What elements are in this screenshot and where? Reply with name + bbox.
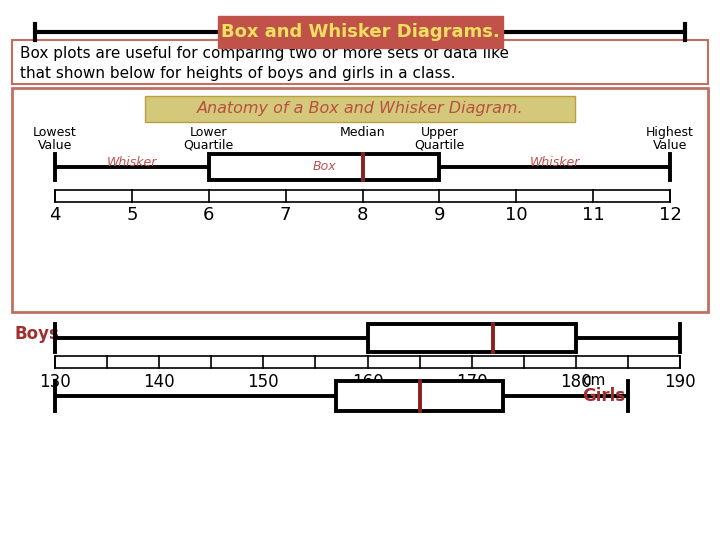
Bar [12, 40, 708, 84]
Text: Quartile: Quartile [414, 139, 464, 152]
Text: that shown below for heights of boys and girls in a class.: that shown below for heights of boys and… [20, 66, 456, 81]
Text: Boys: Boys [15, 325, 60, 343]
Text: Box plots are useful for comparing two or more sets of data like: Box plots are useful for comparing two o… [20, 46, 509, 61]
Bar [12, 88, 708, 312]
Text: 4: 4 [49, 206, 60, 224]
Text: 12: 12 [659, 206, 681, 224]
Text: Highest: Highest [646, 126, 694, 139]
Text: 170: 170 [456, 373, 487, 391]
Bar [217, 16, 503, 48]
Text: 7: 7 [280, 206, 292, 224]
Text: 160: 160 [351, 373, 383, 391]
Text: Quartile: Quartile [184, 139, 234, 152]
Bar [145, 96, 575, 122]
Text: Value: Value [653, 139, 687, 152]
Bar [209, 154, 439, 180]
Text: Upper: Upper [420, 126, 458, 139]
Text: Box and Whisker Diagrams.: Box and Whisker Diagrams. [220, 23, 500, 41]
Text: Lowest: Lowest [33, 126, 77, 139]
Text: 140: 140 [143, 373, 175, 391]
Text: 150: 150 [248, 373, 279, 391]
Text: 180: 180 [560, 373, 592, 391]
Text: Value: Value [38, 139, 72, 152]
Text: 8: 8 [357, 206, 368, 224]
Text: Anatomy of a Box and Whisker Diagram.: Anatomy of a Box and Whisker Diagram. [197, 102, 523, 117]
Bar [367, 324, 576, 352]
Text: Lower: Lower [190, 126, 228, 139]
Text: 11: 11 [582, 206, 605, 224]
Text: 9: 9 [433, 206, 445, 224]
Bar [55, 190, 670, 202]
Text: Whisker: Whisker [529, 157, 580, 170]
Text: 6: 6 [203, 206, 215, 224]
Text: 10: 10 [505, 206, 528, 224]
Text: Girls: Girls [582, 387, 625, 405]
Text: 130: 130 [39, 373, 71, 391]
Bar [336, 381, 503, 411]
Text: Box: Box [312, 160, 336, 173]
Text: 5: 5 [126, 206, 138, 224]
Text: 190: 190 [664, 373, 696, 391]
Text: Whisker: Whisker [107, 157, 157, 170]
Bar [55, 356, 680, 368]
Text: cm: cm [582, 373, 606, 388]
Text: Median: Median [340, 126, 385, 139]
